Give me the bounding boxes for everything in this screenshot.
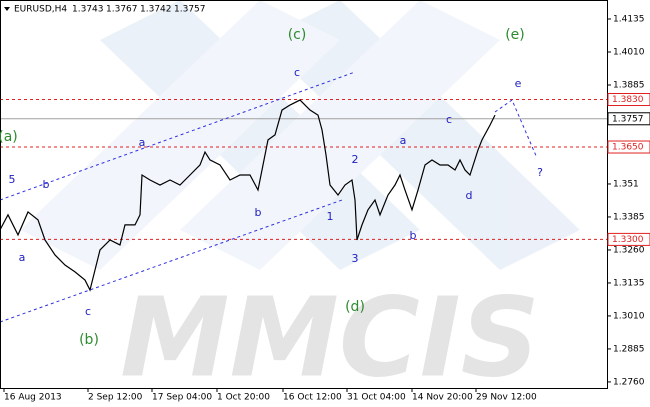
level-label: 1.3300	[612, 235, 644, 245]
x-tick-label: 14 Nov 20:00	[412, 393, 473, 403]
x-tick-label: 2 Sep 12:00	[88, 393, 143, 403]
ohlc-value: 1.3742	[140, 5, 172, 15]
wave-label: 3	[352, 252, 359, 265]
wave-label: ?	[537, 166, 543, 179]
x-tick-label: 1 Oct 20:00	[217, 393, 270, 403]
y-tick-label: 1.3260	[613, 245, 645, 255]
last-price-box	[607, 112, 650, 126]
x-tick-label: 29 Nov 12:00	[476, 393, 537, 403]
price-line	[0, 99, 496, 292]
wave-label: b	[255, 206, 262, 219]
ohlc-value: 1.3743	[72, 5, 104, 15]
wave-label: c	[85, 305, 91, 318]
ohlc-value: 1.3767	[106, 5, 138, 15]
menu-arrow[interactable]	[4, 7, 10, 11]
wave-label: 5	[9, 173, 16, 186]
ohlc-value: 1.3757	[174, 5, 206, 15]
wave-label: (a)	[0, 129, 18, 145]
y-tick-label: 1.3010	[613, 311, 645, 321]
watermark-logo	[20, 0, 580, 270]
y-tick-label: 1.4135	[613, 15, 645, 25]
wave-label: a	[139, 136, 146, 149]
wave-lines	[0, 71, 538, 323]
wave-label: b	[410, 229, 417, 242]
level-label-box	[607, 93, 650, 107]
symbol: EURUSD,H4	[14, 5, 67, 15]
x-tick-label: 17 Sep 04:00	[152, 393, 212, 403]
y-tick-label: 1.3885	[613, 80, 645, 90]
y-tick-label: 1.2885	[613, 344, 645, 354]
x-tick-label: 31 Oct 04:00	[347, 393, 406, 403]
y-tick-label: 1.3385	[613, 212, 645, 222]
level-label-box	[607, 140, 650, 154]
y-tick-label: 1.2760	[613, 377, 645, 387]
x-tick-label: 16 Aug 2013	[4, 393, 62, 403]
watermark: MMCIS	[120, 273, 540, 401]
last-price-label: 1.3757	[612, 114, 644, 124]
wave-label: c	[446, 113, 452, 126]
wave-label: b	[43, 178, 50, 191]
wave-label: (b)	[79, 332, 99, 348]
wave-label: 1	[327, 210, 334, 223]
wave-label: (e)	[505, 27, 525, 43]
level-label-box	[607, 232, 650, 246]
plot-frame	[0, 0, 608, 389]
wave-label: 2	[352, 153, 359, 166]
y-tick-label: 1.3135	[613, 278, 645, 288]
wave-label: d	[466, 189, 473, 202]
wave-label: a	[19, 251, 26, 264]
level-label: 1.3830	[612, 95, 644, 105]
y-tick-label: 1.4010	[613, 47, 645, 57]
wave-label: c	[294, 66, 300, 79]
wave-label: a	[400, 134, 407, 147]
y-tick-label: 1.351	[613, 179, 639, 189]
wave-label: e	[515, 77, 522, 90]
level-label: 1.3650	[612, 143, 644, 153]
x-tick-label: 16 Oct 12:00	[283, 393, 342, 403]
wave-label: (d)	[345, 299, 365, 315]
wave-label: (c)	[288, 27, 307, 43]
